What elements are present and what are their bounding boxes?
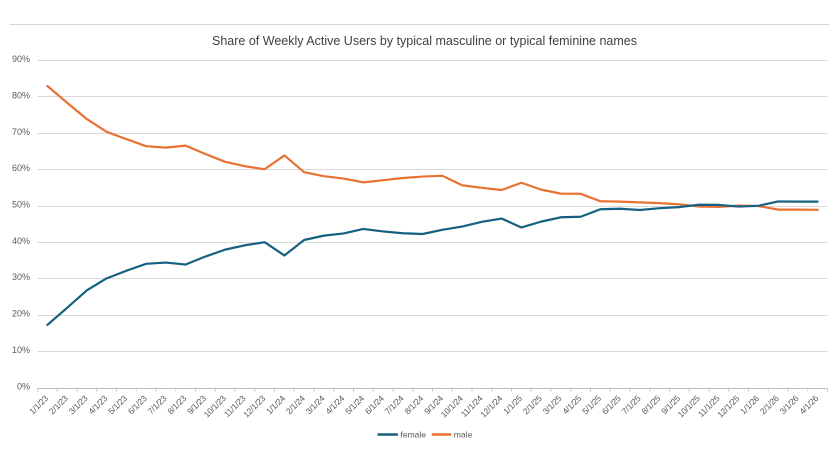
svg-text:80%: 80% (12, 90, 30, 100)
svg-text:male: male (454, 430, 473, 440)
svg-text:20%: 20% (12, 309, 30, 319)
svg-text:0%: 0% (17, 381, 30, 391)
svg-text:30%: 30% (12, 272, 30, 282)
svg-text:Share of Weekly Active Users b: Share of Weekly Active Users by typical … (212, 34, 637, 48)
svg-text:60%: 60% (12, 163, 30, 173)
svg-text:90%: 90% (12, 54, 30, 64)
svg-text:female: female (401, 430, 427, 440)
svg-text:50%: 50% (12, 200, 30, 210)
svg-text:10%: 10% (12, 345, 30, 355)
svg-text:40%: 40% (12, 236, 30, 246)
svg-text:70%: 70% (12, 127, 30, 137)
